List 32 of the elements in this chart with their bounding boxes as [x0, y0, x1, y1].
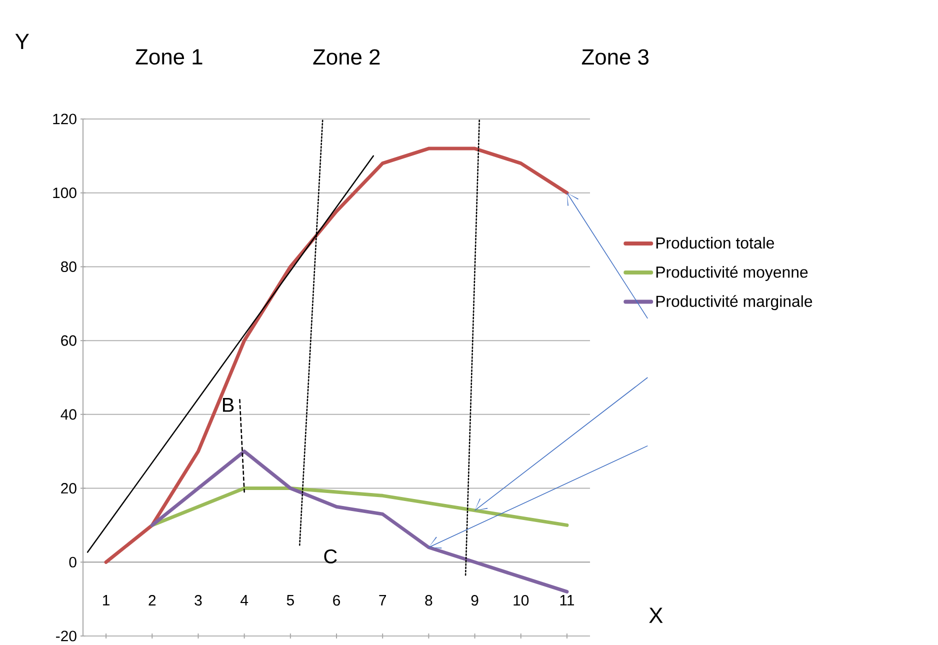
- x-tick-label: 5: [286, 595, 294, 606]
- line-series: [150, 486, 569, 527]
- x-tick-label: 9: [471, 595, 478, 606]
- y-tick-label: 60: [61, 335, 76, 346]
- y-tick-label: 120: [53, 114, 76, 124]
- x-tick-label: 1: [103, 595, 110, 606]
- annotation: C: [324, 549, 337, 564]
- text: Zone 1: [136, 49, 202, 65]
- x-tick-label: 2: [148, 595, 156, 606]
- x-tick-label: 7: [379, 595, 386, 606]
- legend-label: Productivité marginale: [656, 295, 812, 310]
- x-tick-label: 10: [514, 595, 529, 606]
- text: Zone 3: [582, 49, 648, 65]
- legend-label: Production totale: [656, 236, 774, 249]
- x-tick-label: 6: [333, 595, 340, 606]
- annotation: B: [223, 398, 234, 412]
- legend-label: Productivité moyenne: [656, 266, 808, 281]
- line-series: [104, 146, 569, 564]
- x-tick-label: 3: [194, 595, 202, 606]
- y-tick-label: 100: [53, 188, 76, 198]
- line-series: [150, 450, 569, 594]
- y-tick-label: -20: [56, 630, 76, 642]
- x-tick-label: 8: [425, 595, 432, 606]
- y-axis-title: Y: [15, 34, 29, 49]
- y-tick-label: 0: [69, 556, 76, 568]
- x-tick-label: 4: [240, 595, 248, 606]
- text: Zone 2: [313, 49, 380, 65]
- x-axis-title: X: [649, 608, 663, 623]
- y-tick-label: 20: [61, 482, 76, 494]
- y-tick-label: 80: [61, 261, 76, 272]
- x-tick-label: 11: [560, 595, 574, 606]
- y-tick-label: 40: [60, 409, 76, 420]
